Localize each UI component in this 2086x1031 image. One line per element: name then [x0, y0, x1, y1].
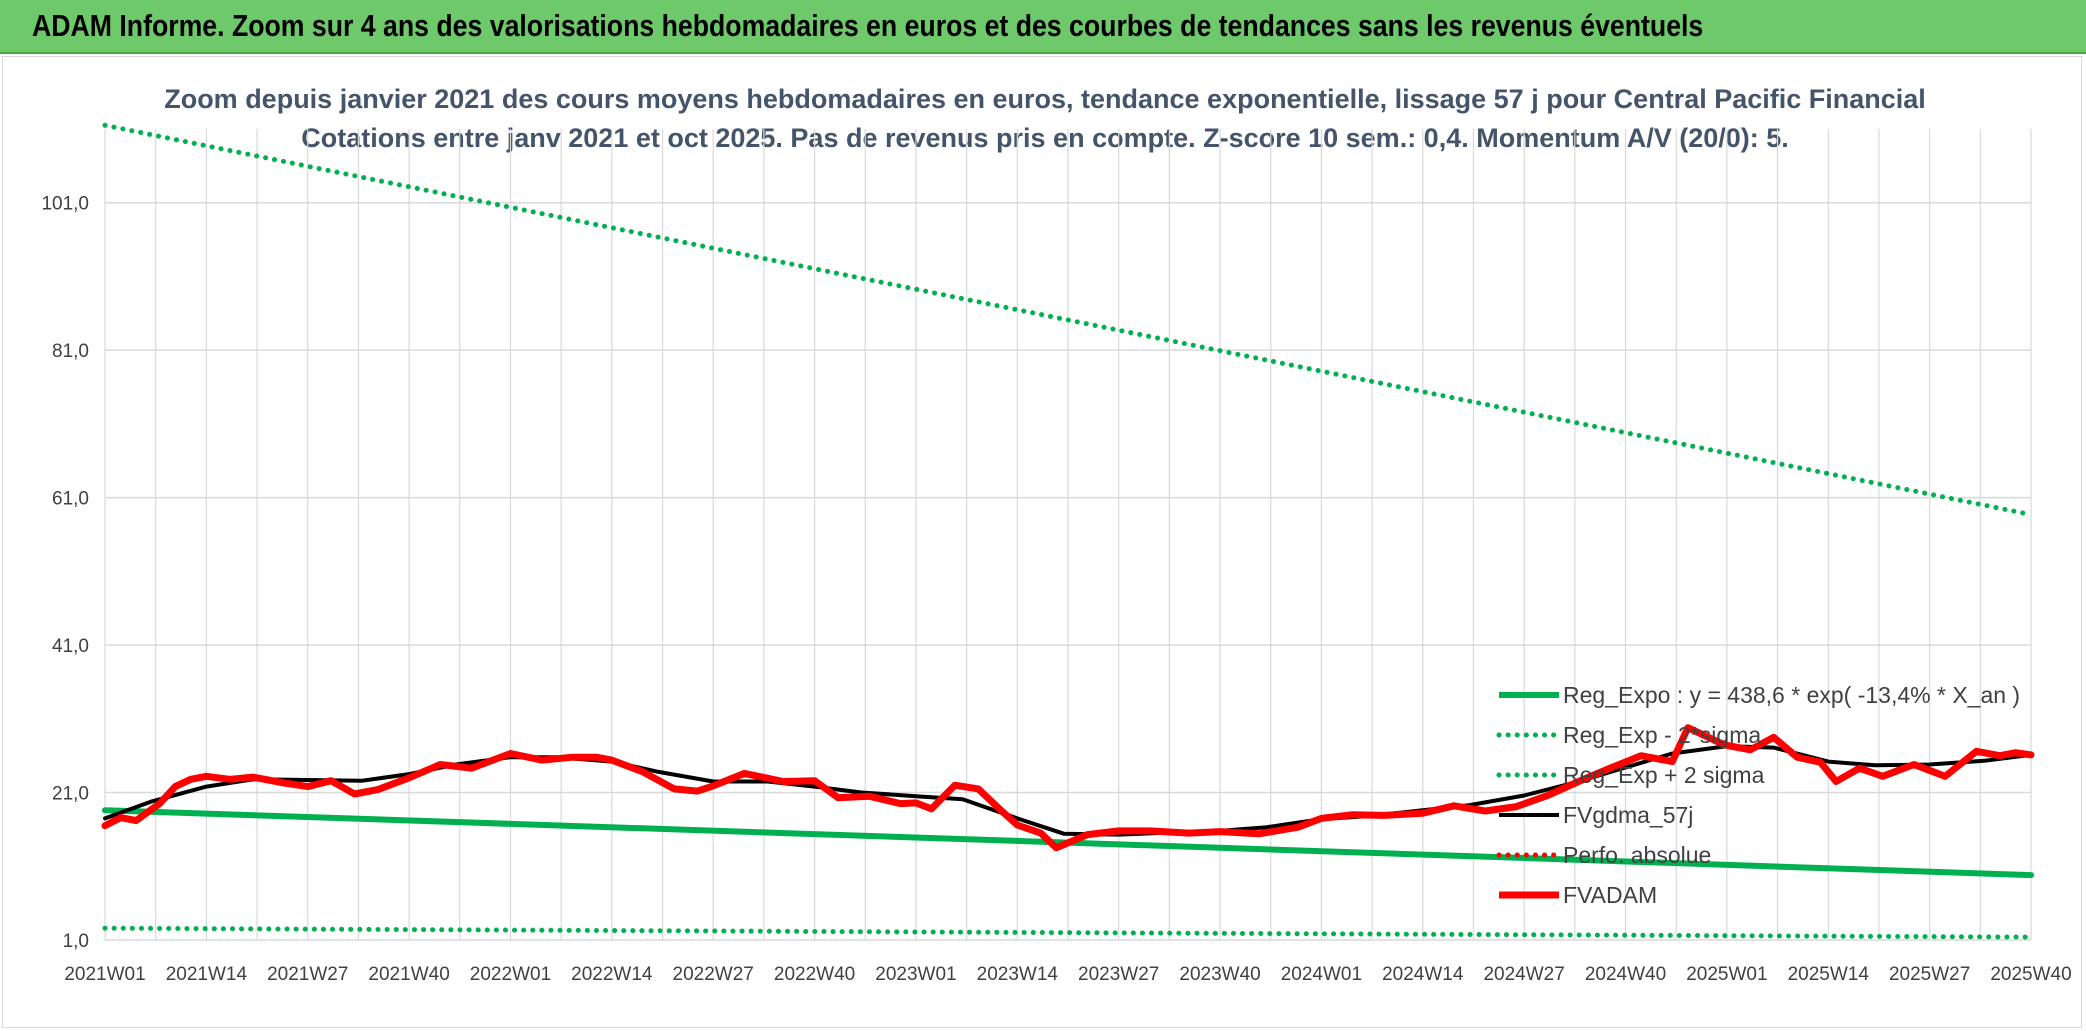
x-tick-label: 2024W27 — [1483, 964, 1564, 985]
x-tick-label: 2023W27 — [1078, 964, 1159, 985]
x-tick-label: 2022W14 — [571, 964, 653, 985]
y-tick-label: 41,0 — [52, 636, 89, 657]
axis-labels: 1,0 21,0 41,0 61,0 81,0 101,0 2021W01 2021W14 20… — [41, 194, 2071, 985]
x-tick-label: 2024W14 — [1382, 964, 1464, 985]
x-tick-label: 2021W01 — [64, 964, 145, 985]
legend-label: Perfo. absolue — [1563, 842, 1711, 868]
chart-title: Zoom depuis janvier 2021 des cours moyen… — [164, 84, 1926, 114]
y-tick-label: 1,0 — [63, 931, 89, 952]
chart-subtitle: Cotations entre janv 2021 et oct 2025. P… — [301, 123, 1789, 153]
legend-label: FVgdma_57j — [1563, 802, 1693, 828]
series-line-5 — [101, 724, 2035, 852]
chart-area: Zoom depuis janvier 2021 des cours moyen… — [2, 56, 2082, 1028]
x-tick-label: 2021W14 — [166, 964, 248, 985]
series-lines — [101, 122, 2035, 940]
x-tick-label: 2023W40 — [1179, 964, 1260, 985]
y-tick-label: 101,0 — [41, 194, 89, 215]
x-tick-label: 2023W01 — [875, 964, 956, 985]
legend-label: Reg_Exp - 2*sigma — [1563, 722, 1761, 748]
legend-label: FVADAM — [1563, 882, 1657, 908]
series-line-2 — [102, 122, 2034, 518]
x-tick-label: 2025W27 — [1889, 964, 1970, 985]
line-chart: Zoom depuis janvier 2021 des cours moyen… — [41, 84, 2071, 985]
legend-label: Reg_Exp + 2 sigma — [1563, 762, 1765, 788]
x-tick-label: 2024W01 — [1281, 964, 1362, 985]
y-tick-label: 61,0 — [52, 489, 89, 510]
x-tick-label: 2022W40 — [774, 964, 855, 985]
y-tick-label: 21,0 — [52, 784, 89, 805]
x-tick-label: 2023W14 — [977, 964, 1059, 985]
x-tick-label: 2022W01 — [470, 964, 551, 985]
legend: Reg_Expo : y = 438,6 * exp( -13,4% * X_a… — [1496, 682, 2020, 908]
x-tick-label: 2021W27 — [267, 964, 348, 985]
x-tick-label: 2025W14 — [1788, 964, 1870, 985]
x-tick-label: 2025W01 — [1686, 964, 1767, 985]
x-tick-label: 2025W40 — [1990, 964, 2071, 985]
x-tick-label: 2022W27 — [673, 964, 754, 985]
x-tick-label: 2024W40 — [1585, 964, 1666, 985]
x-tick-label: 2021W40 — [368, 964, 449, 985]
page-title: ADAM Informe. Zoom sur 4 ans des valoris… — [32, 8, 1704, 43]
y-tick-label: 81,0 — [52, 341, 89, 362]
header-bar: ADAM Informe. Zoom sur 4 ans des valoris… — [0, 0, 2086, 54]
legend-label: Reg_Expo : y = 438,6 * exp( -13,4% * X_a… — [1563, 682, 2020, 708]
series-line-1 — [102, 925, 2034, 940]
